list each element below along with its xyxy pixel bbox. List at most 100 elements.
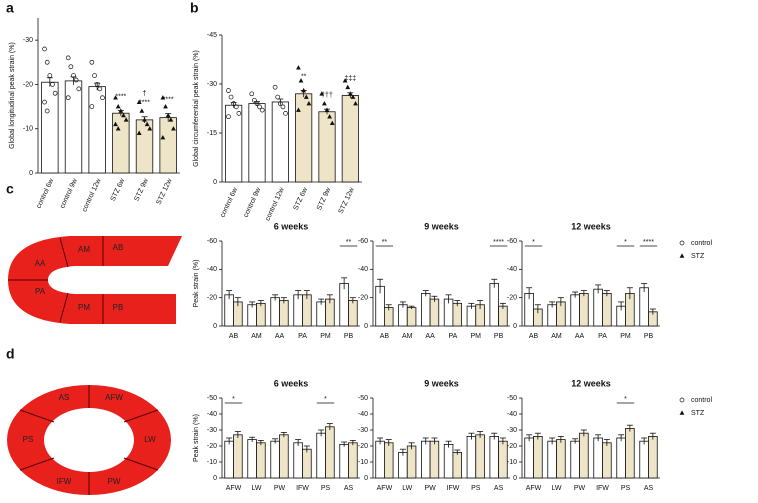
data-point [163,103,168,109]
data-point [92,73,97,78]
data-point [123,117,129,122]
data-point [160,134,166,140]
bar [302,294,312,327]
x-tick-label: control 6w [219,186,239,219]
x-tick-label: STZ 6w [110,177,127,203]
bar [375,440,385,479]
y-tick-label: -30 [23,37,33,44]
segment-label: PW [108,477,121,486]
bar [421,440,431,479]
data-point [52,90,58,96]
significance-label: **** [493,239,504,246]
significance-label: **** [163,97,174,104]
bar [348,442,358,479]
bar [247,439,257,479]
x-tick-label: PB [344,333,354,340]
data-point [68,64,74,70]
bar [466,305,477,327]
segment-label: IFW [57,477,72,486]
x-tick-label: AS [494,485,504,492]
data-point [44,59,50,65]
data-point [257,104,262,110]
bar [256,442,266,479]
bar [270,440,280,479]
data-point [280,104,286,110]
significance-label: * [624,396,627,403]
bar [443,443,454,479]
y-tick-label: -20 [507,443,517,450]
data-point [296,65,301,70]
bar [159,117,177,174]
significance-label: ‡‡‡ [344,76,356,83]
data-point [233,104,239,110]
x-tick-label: control 9w [59,177,79,210]
x-tick-label: PM [320,333,331,340]
segment-label: PS [23,435,34,444]
bar [302,448,312,479]
data-point [342,78,348,83]
bar [384,442,394,479]
x-tick-label: STZ 9w [133,177,150,203]
data-point [319,91,325,96]
y-tick-label: -40 [507,266,517,273]
data-point [160,95,166,100]
x-tick-label: control 6w [35,177,55,210]
y-tick-label: -30 [358,427,368,434]
x-tick-label: AB [380,333,390,340]
x-tick-label: PW [424,485,436,492]
bar [279,300,289,327]
y-tick-label: -30 [207,427,217,434]
x-tick-label: PW [574,485,586,492]
bar [421,293,431,327]
x-tick-label: PB [644,333,654,340]
significance-label: * [324,396,327,403]
bar [406,307,417,327]
y-tick-label: -40 [507,411,517,418]
x-tick-label: PB [494,333,504,340]
bar [570,294,580,327]
segment-label: PM [78,303,90,312]
y-tick-label: -50 [207,395,217,402]
x-tick-label: PM [620,333,631,340]
y-tick-label: -50 [507,395,517,402]
y-tick-label: -50 [358,395,368,402]
chart-title: 12 weeks [571,221,611,231]
bar [547,440,557,479]
x-tick-label: AFW [226,485,242,492]
data-point [136,99,142,104]
x-tick-label: PW [274,485,286,492]
data-point [144,121,150,127]
y-tick-label: -10 [358,459,368,466]
bar [41,81,59,174]
panel-label: d [6,346,15,362]
bar [593,437,603,479]
data-point [73,77,79,83]
data-point [76,86,82,92]
significance-label: ** [382,239,388,246]
y-tick-label: -40 [358,266,368,273]
data-point [259,107,265,113]
data-point [121,112,126,118]
data-point [252,97,257,103]
bar [293,442,303,479]
y-tick-label: -15 [207,130,217,137]
bar [498,305,508,327]
bar [639,287,649,327]
bar [341,95,359,183]
bar [452,302,462,327]
y-tick-label: -20 [358,443,368,450]
x-tick-label: AA [275,333,285,340]
bar [247,304,257,327]
legend-marker [679,240,685,246]
bar [524,437,534,479]
significance-label: * [624,239,627,246]
segment-label: AA [35,259,46,268]
x-tick-label: AB [529,333,539,340]
y-tick-label: 0 [364,323,368,330]
data-point [226,114,231,120]
bar [256,302,266,327]
bar [316,301,326,327]
significance-label: † [143,91,147,98]
y-tick-label: -20 [23,81,33,88]
